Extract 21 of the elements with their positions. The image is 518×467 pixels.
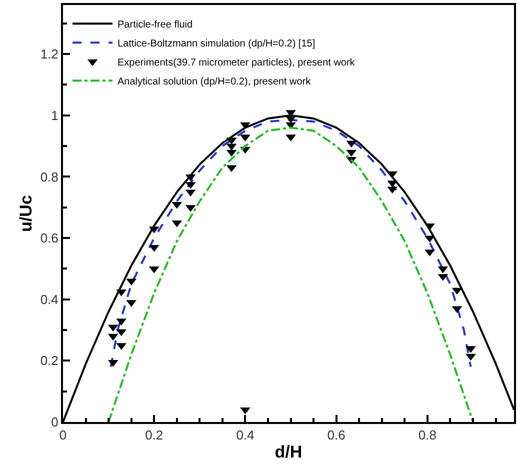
point (240, 122, 250, 130)
y-tick-label: 0.2 (40, 353, 58, 368)
legend-label: Analytical solution (dp/H=0.2), present work (118, 76, 312, 88)
y-axis-title: u/Uc (16, 195, 36, 232)
x-axis-title: d/H (274, 442, 302, 462)
point (240, 407, 250, 414)
point (424, 236, 435, 243)
y-tick-label: 0.6 (40, 230, 58, 246)
legend-label: Lattice-Boltzmann simulation (dp/H=0.2) [15] (118, 38, 316, 50)
x-tick-label: 0.8 (418, 428, 436, 443)
y-tick-label: 1.2 (40, 46, 58, 62)
x-tick-label: 0.6 (327, 428, 346, 443)
x-tick-label: 0.2 (145, 428, 164, 443)
y-tick-label: 0 (51, 414, 58, 430)
legend-label: Particle-free fluid (118, 20, 193, 31)
y-tick-label: 0.4 (40, 292, 58, 307)
x-tick-label: 0.4 (236, 428, 254, 443)
y-tick-label: 0.8 (40, 169, 58, 184)
point (466, 354, 476, 361)
legend-label: Experiments(39.7 micrometer particles), present work (118, 58, 356, 69)
y-tick-label: 1 (51, 108, 58, 123)
